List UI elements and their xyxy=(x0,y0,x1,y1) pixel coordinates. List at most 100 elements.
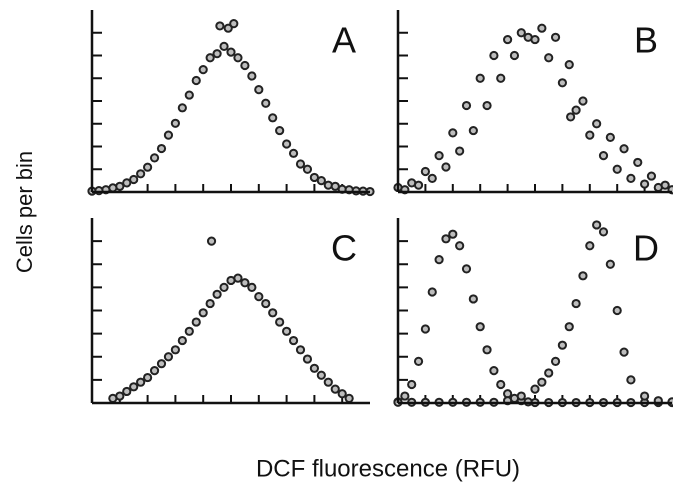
data-point xyxy=(191,75,201,86)
panel: D xyxy=(393,218,673,408)
data-point xyxy=(461,264,472,274)
data-point xyxy=(509,50,520,61)
data-point xyxy=(544,368,554,378)
data-point xyxy=(229,19,239,29)
data-point xyxy=(448,128,458,138)
data-point xyxy=(427,287,437,297)
data-point xyxy=(612,305,622,316)
data-point xyxy=(420,324,430,334)
data-point xyxy=(633,157,643,168)
data-point xyxy=(316,176,326,186)
data-point xyxy=(564,60,574,70)
data-point xyxy=(282,139,292,149)
data-point xyxy=(413,180,424,190)
data-point xyxy=(295,345,306,355)
data-point xyxy=(177,335,187,346)
data-point xyxy=(496,379,506,390)
data-point xyxy=(219,41,229,52)
data-point xyxy=(420,166,430,177)
data-point xyxy=(247,71,257,81)
data-point xyxy=(344,393,354,403)
data-point xyxy=(530,384,540,394)
data-point xyxy=(337,389,347,399)
data-point xyxy=(585,241,595,251)
data-point xyxy=(427,173,437,183)
data-point xyxy=(592,220,602,230)
data-point xyxy=(149,366,160,376)
panel-label: B xyxy=(634,20,658,61)
data-point xyxy=(226,47,236,57)
data-point xyxy=(330,384,340,394)
data-point xyxy=(585,130,595,140)
data-point xyxy=(177,103,187,113)
data-point xyxy=(136,169,146,179)
data-point xyxy=(219,282,229,292)
data-point xyxy=(503,34,513,45)
data-point xyxy=(330,181,340,191)
data-point xyxy=(605,132,615,142)
data-point xyxy=(482,100,492,111)
data-point xyxy=(302,164,313,174)
data-point xyxy=(434,255,444,265)
data-point xyxy=(205,298,215,309)
data-point xyxy=(240,60,250,71)
data-point xyxy=(646,171,657,181)
data-point xyxy=(254,85,264,95)
data-point xyxy=(206,236,217,246)
data-point xyxy=(461,100,472,111)
data-point xyxy=(288,335,299,346)
data-point xyxy=(475,322,485,332)
data-point xyxy=(115,391,125,401)
data-point xyxy=(640,179,650,189)
data-point xyxy=(163,130,174,140)
data-point xyxy=(275,317,285,327)
data-point xyxy=(550,356,561,366)
data-point xyxy=(198,65,208,75)
data-point xyxy=(660,180,670,190)
data-point xyxy=(407,379,417,390)
data-point xyxy=(598,227,609,237)
data-point xyxy=(156,143,167,154)
data-point xyxy=(605,259,615,269)
data-point xyxy=(571,298,581,309)
panel: A xyxy=(87,10,375,197)
data-point xyxy=(626,375,636,385)
data-point xyxy=(233,53,243,63)
data-point xyxy=(254,292,264,302)
data-point xyxy=(455,241,465,251)
data-point xyxy=(268,113,278,123)
data-point xyxy=(626,173,636,183)
data-point xyxy=(309,363,319,373)
data-point xyxy=(302,354,313,364)
data-point xyxy=(557,340,568,350)
data-point xyxy=(482,345,492,355)
data-point xyxy=(544,53,554,63)
x-axis-label: DCF fluorescence (RFU) xyxy=(256,455,520,482)
data-point xyxy=(537,23,547,33)
data-point xyxy=(205,53,215,63)
data-point xyxy=(612,164,622,174)
panel-label: C xyxy=(331,228,357,269)
data-point xyxy=(129,382,139,392)
data-point xyxy=(143,372,153,383)
panel-label: A xyxy=(332,20,356,61)
data-point xyxy=(268,308,278,318)
data-point xyxy=(564,322,574,332)
panel: C xyxy=(90,218,370,405)
data-point xyxy=(163,352,174,362)
y-axis-label: Cells per bin xyxy=(12,151,37,273)
data-point xyxy=(215,21,225,31)
data-point xyxy=(129,174,139,185)
data-point xyxy=(226,275,236,286)
data-point xyxy=(592,119,602,129)
data-point xyxy=(619,347,629,357)
data-point xyxy=(275,125,285,136)
data-point xyxy=(441,162,451,172)
data-point xyxy=(136,377,146,387)
data-point xyxy=(288,148,299,158)
data-point xyxy=(316,370,326,380)
data-point xyxy=(170,118,180,128)
data-point xyxy=(557,78,568,88)
data-point xyxy=(261,298,271,309)
